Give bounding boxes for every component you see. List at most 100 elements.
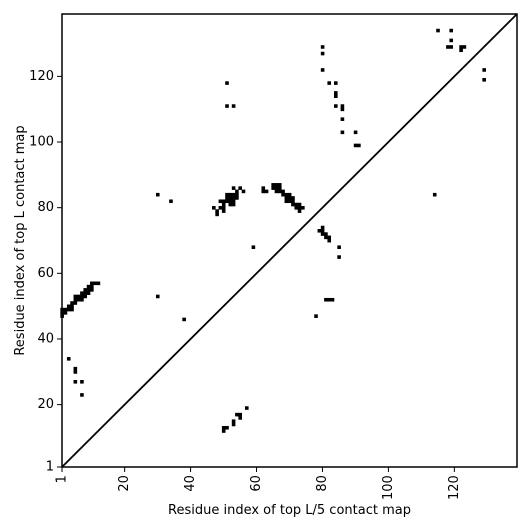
contact-point	[334, 94, 338, 98]
contact-point	[225, 192, 229, 197]
contact-point	[83, 288, 88, 292]
contact-point	[330, 297, 335, 302]
contact-point	[324, 232, 328, 236]
y-axis-title: Residue index of top L contact map	[13, 125, 28, 355]
contact-point	[274, 189, 279, 194]
contact-point	[235, 412, 239, 417]
contact-point	[231, 104, 236, 108]
contact-point	[320, 51, 325, 56]
contact-point	[80, 297, 84, 302]
contact-point	[436, 28, 440, 33]
contact-point	[90, 281, 94, 286]
contact-point	[73, 294, 78, 299]
contact-point	[337, 245, 341, 249]
contact-point	[235, 196, 239, 200]
contact-point	[449, 38, 454, 43]
contact-point	[73, 301, 78, 305]
contact-point	[320, 45, 325, 49]
contact-point	[221, 206, 226, 210]
x-tick-label: 60	[249, 475, 264, 492]
contact-point	[327, 238, 332, 243]
contact-point	[73, 366, 78, 371]
contact-point	[482, 68, 486, 72]
contact-point	[86, 284, 91, 289]
contact-point	[221, 209, 226, 213]
contact-point	[215, 212, 219, 217]
contact-point	[337, 255, 341, 259]
contact-point	[241, 189, 246, 194]
contact-point	[221, 429, 226, 433]
contact-point	[93, 281, 97, 286]
x-tick-label: 20	[117, 475, 132, 492]
contact-point	[80, 294, 84, 299]
y-tick-label: 120	[29, 69, 54, 84]
contact-point	[218, 199, 223, 204]
contact-point	[291, 202, 295, 207]
contact-point	[287, 199, 292, 204]
contact-point	[287, 192, 292, 197]
contact-point	[281, 189, 285, 194]
contact-point	[73, 380, 78, 384]
contact-point	[281, 192, 285, 197]
contact-point	[228, 202, 233, 207]
contact-point	[314, 314, 318, 318]
contact-point	[83, 294, 88, 299]
contact-point	[297, 206, 302, 210]
contact-point	[76, 297, 81, 302]
contact-point	[231, 192, 236, 197]
contact-point	[327, 235, 332, 240]
contact-point	[271, 186, 275, 190]
contact-point	[238, 186, 242, 190]
contact-point	[334, 91, 338, 95]
contact-point	[261, 186, 266, 190]
contact-point	[320, 232, 325, 236]
contact-point	[340, 104, 345, 108]
contact-point	[459, 45, 463, 49]
contact-point	[462, 45, 467, 49]
contact-point	[73, 370, 78, 374]
contact-point	[225, 104, 229, 108]
contact-point	[228, 192, 233, 197]
diagonal-line	[61, 13, 518, 468]
y-tick-label: 20	[37, 397, 54, 412]
y-tick-label: 40	[37, 331, 54, 346]
contact-point	[182, 317, 186, 322]
contact-point	[169, 199, 173, 204]
contact-point	[291, 196, 295, 200]
y-tick-label: 80	[37, 200, 54, 215]
contact-point	[66, 304, 71, 309]
contact-point	[449, 28, 454, 33]
contact-point	[284, 192, 289, 197]
contact-point	[261, 189, 266, 194]
contact-point	[320, 225, 325, 230]
contact-point	[357, 143, 361, 148]
contact-point	[80, 291, 84, 295]
contact-point	[70, 307, 74, 312]
contact-point	[271, 183, 275, 187]
contact-point	[432, 192, 437, 197]
contact-point	[244, 406, 249, 410]
contact-point	[225, 425, 229, 430]
contact-point	[274, 186, 279, 190]
plot-frame	[61, 13, 518, 468]
contact-point	[277, 189, 282, 194]
contact-point	[238, 412, 242, 417]
chart-marks	[60, 28, 486, 433]
contact-point	[83, 291, 88, 295]
contact-point	[86, 288, 91, 292]
contact-point	[66, 307, 71, 312]
contact-point	[449, 45, 454, 49]
contact-point	[320, 68, 325, 72]
contact-point	[90, 284, 94, 289]
contact-point	[324, 235, 328, 240]
contact-point	[70, 301, 74, 305]
contact-point	[231, 202, 236, 207]
contact-point	[284, 199, 289, 204]
contact-point	[73, 297, 78, 302]
contact-point	[80, 393, 84, 397]
contact-point	[324, 297, 328, 302]
contact-point	[274, 183, 279, 187]
contact-point	[320, 229, 325, 233]
y-tick-label: 1	[46, 460, 54, 475]
